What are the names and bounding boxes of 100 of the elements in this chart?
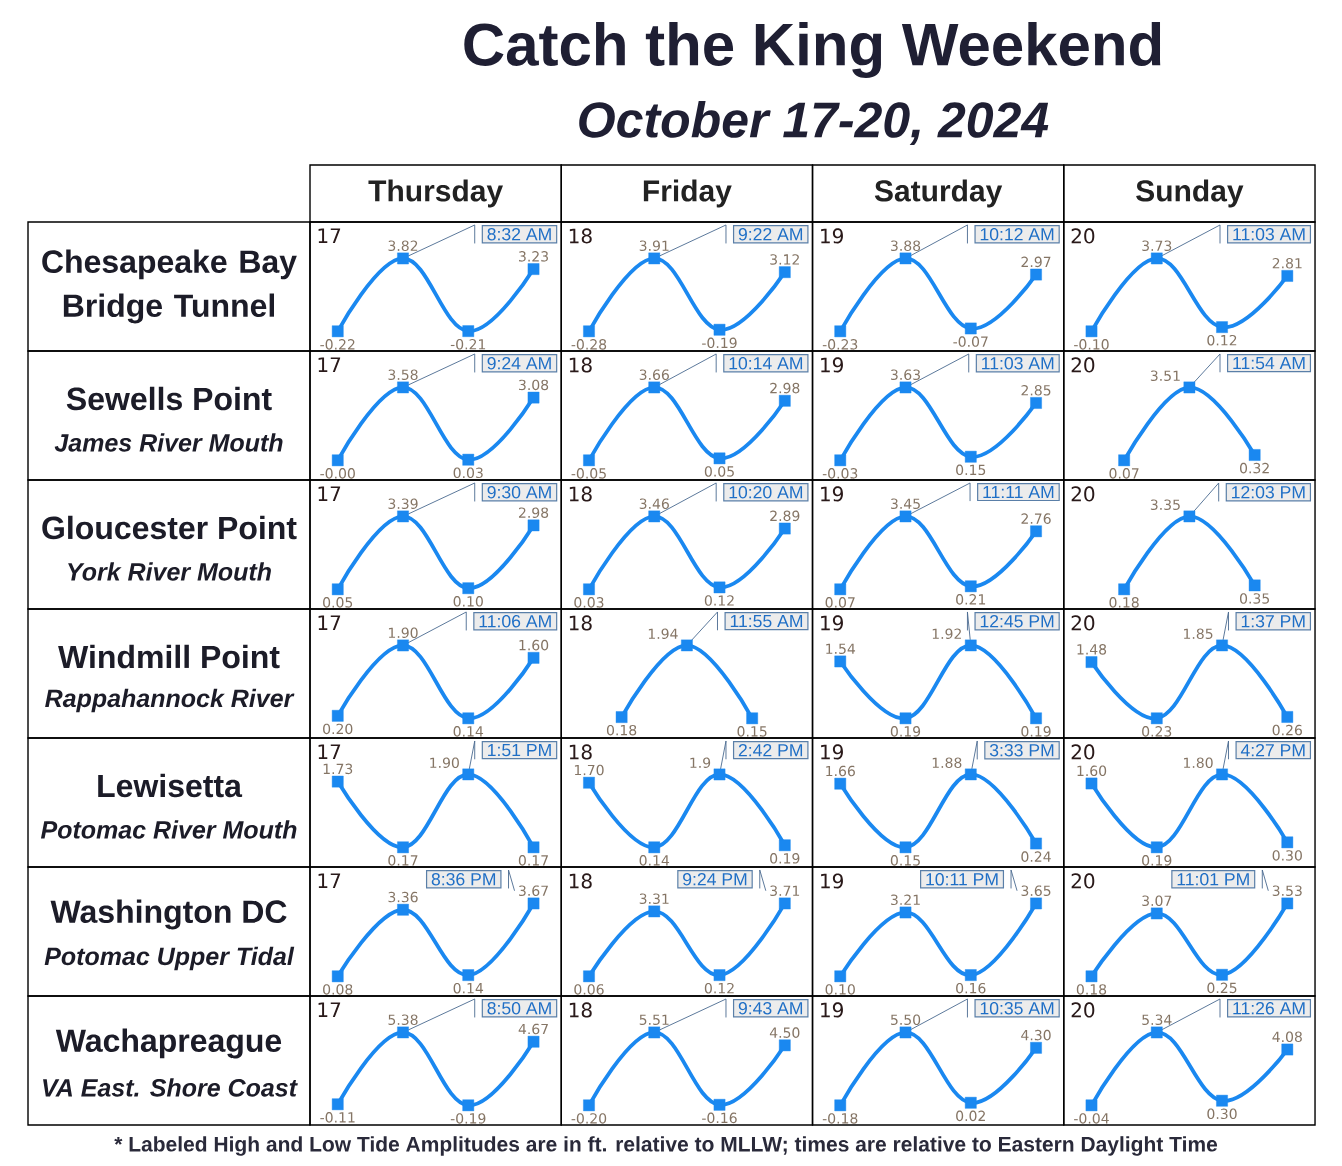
- point: [778, 394, 791, 407]
- point: [834, 454, 847, 467]
- point: [834, 583, 847, 596]
- data-label: 0.24: [1021, 851, 1051, 862]
- data-label: 0.20: [323, 723, 353, 735]
- point: [1085, 777, 1098, 790]
- chart-title: Saturday: [874, 179, 1003, 208]
- data-label: 0.12: [704, 982, 734, 994]
- text: Catch the King Weekend: [464, 21, 1161, 79]
- point: [397, 381, 409, 394]
- text: 18: [569, 1002, 592, 1018]
- text: 17: [318, 1002, 341, 1017]
- point: [834, 325, 847, 338]
- point: [1150, 907, 1163, 920]
- point: [648, 1026, 661, 1039]
- data-label: 1.60: [519, 639, 549, 651]
- data-label: 0.17: [518, 855, 548, 866]
- data-label: 4.67: [518, 1023, 548, 1035]
- data-label: 0.03: [574, 597, 604, 608]
- point: [583, 970, 595, 983]
- point: [778, 266, 791, 278]
- data-label: 0.25: [1207, 982, 1237, 994]
- text: 12:45 PM: [980, 614, 1054, 628]
- point: [583, 454, 595, 467]
- data-label: 1.80: [1184, 757, 1213, 769]
- data-label: 1.48: [1077, 644, 1107, 655]
- point: [1281, 1043, 1294, 1056]
- text: 19: [821, 615, 843, 631]
- point: [331, 970, 344, 983]
- point: [778, 522, 791, 535]
- text: 19: [821, 486, 843, 502]
- data-label: 3.71: [770, 885, 800, 897]
- point: [899, 1026, 912, 1039]
- text: 10:12 AM: [980, 227, 1054, 241]
- text: 2:42 PM: [738, 743, 803, 757]
- text: James River Mouth: [54, 433, 283, 452]
- data-label: -0.10: [1074, 339, 1109, 350]
- data-label: 1.60: [1077, 765, 1107, 777]
- data-label: 0.19: [1142, 855, 1172, 866]
- data-label: 3.23: [519, 251, 548, 262]
- data-label: 0.23: [1142, 726, 1172, 737]
- data-label: 0.30: [1207, 1108, 1237, 1120]
- data-label: 3.31: [639, 893, 669, 905]
- text: 8:32 AM: [487, 227, 551, 241]
- point: [899, 252, 912, 265]
- point: [1216, 321, 1228, 333]
- data-label: -0.18: [822, 1113, 858, 1124]
- data-label: 0.07: [1109, 468, 1139, 479]
- data-label: 0.18: [1076, 984, 1107, 995]
- point: [331, 325, 344, 338]
- point: [964, 580, 977, 593]
- data-label: 0.18: [606, 724, 637, 736]
- data-label: 0.03: [453, 467, 483, 479]
- data-label: -0.19: [702, 337, 737, 349]
- text: 20: [1071, 615, 1095, 631]
- point: [1281, 711, 1294, 723]
- data-label: 3.46: [639, 498, 669, 510]
- point: [1216, 768, 1228, 781]
- point: [527, 391, 540, 404]
- point: [331, 454, 344, 467]
- point: [1150, 841, 1163, 854]
- text: 20: [1071, 357, 1095, 373]
- data-label: 0.17: [388, 855, 418, 866]
- data-label: 0.26: [1272, 724, 1302, 736]
- point: [462, 325, 475, 337]
- text: 19: [821, 1002, 843, 1018]
- data-label: 1.9: [690, 757, 711, 769]
- data-label: 2.98: [770, 382, 800, 394]
- data-label: 0.14: [453, 982, 484, 994]
- point: [1030, 1042, 1042, 1054]
- data-label: 2.98: [518, 507, 549, 518]
- point: [713, 452, 726, 465]
- data-label: 3.35: [1150, 499, 1180, 511]
- data-label: 0.12: [1207, 334, 1237, 346]
- text: 19: [821, 744, 843, 760]
- data-label: 0.06: [574, 984, 604, 995]
- data-label: 0.14: [453, 726, 484, 737]
- text: 17: [318, 357, 341, 372]
- point: [462, 1099, 475, 1112]
- text: 11:26 AM: [1233, 1001, 1305, 1015]
- point: [1216, 639, 1228, 652]
- point: [397, 1026, 409, 1039]
- text: 10:11 PM: [926, 872, 998, 886]
- point: [1150, 252, 1163, 265]
- text: 11:03 AM: [1233, 227, 1305, 241]
- text: York River Mouth: [68, 562, 271, 581]
- data-label: 0.10: [825, 984, 855, 995]
- point: [527, 1035, 540, 1048]
- text: 17: [318, 486, 341, 501]
- text: Chesapeake Bay Bridge Tunnel: [42, 249, 297, 324]
- text: 18: [569, 486, 592, 502]
- data-label: 0.15: [737, 726, 767, 737]
- point: [527, 519, 540, 532]
- text: Windmill Point: [58, 644, 280, 669]
- data-label: 5.38: [388, 1014, 418, 1026]
- data-label: 3.58: [388, 369, 418, 381]
- text: 20: [1071, 873, 1095, 889]
- data-label: 2.81: [1272, 257, 1302, 269]
- data-label: 0.15: [890, 855, 920, 866]
- data-label: 3.08: [519, 379, 549, 391]
